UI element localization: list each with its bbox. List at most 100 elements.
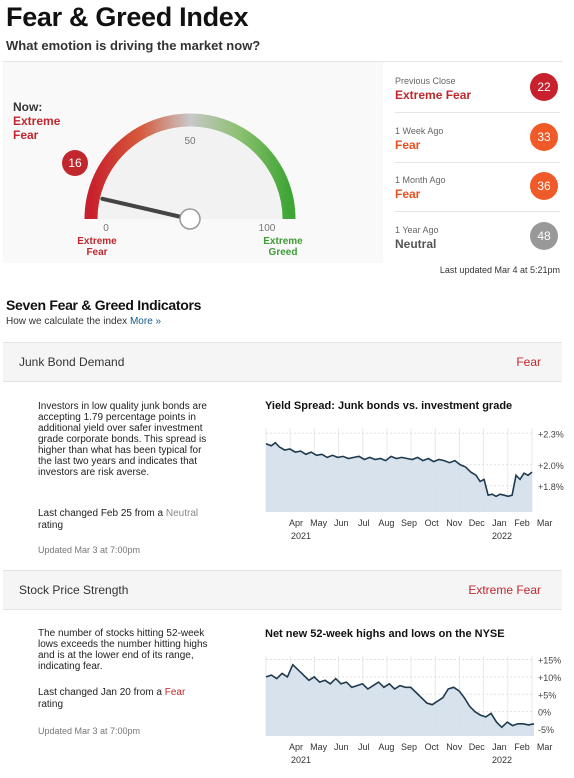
- gauge-value-label: 16: [68, 156, 82, 170]
- chart-x-tick-label: Jul: [358, 518, 370, 528]
- chart-series-line: [265, 663, 535, 729]
- chart-x-year-label: 2021: [291, 755, 311, 765]
- chart-x-tick-label: Dec: [469, 742, 486, 752]
- chart-x-tick-label: Dec: [469, 518, 486, 528]
- indicator-description: Investors in low quality junk bonds are …: [38, 401, 207, 478]
- gauge-end-label-fear: Extreme Fear: [77, 236, 117, 258]
- page-subtitle: What emotion is driving the market now?: [6, 38, 261, 53]
- changed-prefix: Last changed Jan 20 from a: [38, 687, 165, 698]
- history-score-badge: 22: [530, 73, 558, 101]
- indicator-last-changed: Last changed Feb 25 from a Neutral ratin…: [38, 508, 213, 532]
- chart-x-tick-label: Mar: [537, 742, 553, 752]
- indicator-header-junk-bond[interactable]: Junk Bond Demand Fear: [3, 342, 562, 382]
- gauge-area: Now: Extreme Fear 0 50 100 Extreme Fear E…: [3, 62, 383, 263]
- history-label: Previous Close: [395, 76, 456, 86]
- chart-y-tick-label: +10%: [538, 673, 561, 683]
- chart-x-tick-label: May: [310, 742, 328, 752]
- gauge-value-badge: [62, 150, 88, 176]
- changed-suffix: rating: [38, 520, 64, 531]
- chart-x-tick-label: Jul: [358, 742, 370, 752]
- history-label: 1 Month Ago: [395, 175, 446, 185]
- gauge-needle: [100, 196, 192, 221]
- history-score-badge: 48: [530, 222, 558, 250]
- page-title: Fear & Greed Index: [6, 2, 249, 32]
- chart-x-tick-label: Jan: [492, 518, 507, 528]
- chart-area-fill: [266, 664, 534, 736]
- changed-rating: Neutral: [165, 508, 199, 519]
- methodology-line: How we calculate the index More »: [6, 316, 161, 327]
- chart-x-tick-label: Sep: [401, 742, 417, 752]
- now-label: Now:: [13, 100, 43, 114]
- chart-series-line: [265, 441, 533, 498]
- chart-x-tick-label: Jan: [492, 742, 507, 752]
- chart-x-tick-label: Apr: [289, 518, 303, 528]
- chart-x-tick-label: May: [310, 518, 328, 528]
- chart-x-tick-label: Aug: [378, 742, 394, 752]
- chart-x-tick-label: Mar: [537, 518, 553, 528]
- indicator-last-changed: Last changed Jan 20 from a Fear rating: [38, 687, 213, 711]
- methodology-text: How we calculate the index: [6, 316, 130, 327]
- changed-prefix: Last changed Feb 25 from a: [38, 508, 166, 519]
- chart-x-tick-label: Jun: [334, 518, 349, 528]
- chart-x-tick-label: Nov: [446, 518, 463, 528]
- chart-x-tick-label: Sep: [401, 518, 417, 528]
- chart-x-tick-label: Aug: [378, 518, 394, 528]
- chart-title: Yield Spread: Junk bonds vs. investment …: [265, 400, 513, 412]
- chart-x-tick-label: Jun: [334, 742, 349, 752]
- indicator-rating: Extreme Fear: [468, 583, 541, 597]
- now-value: Extreme Fear: [13, 114, 61, 142]
- more-link[interactable]: More »: [129, 316, 162, 327]
- new-highs-lows-chart: +15% +10% +5% 0% -5% Apr May Jun Jul Aug Sep Oct Nov…: [265, 655, 561, 765]
- indicator-name: Junk Bond Demand: [19, 355, 125, 369]
- history-rating: Fear: [395, 187, 421, 201]
- gauge-end-label-greed: Extreme Greed: [263, 236, 303, 258]
- indicator-rating: Fear: [516, 355, 541, 369]
- chart-x-year-label: 2022: [492, 531, 512, 541]
- last-updated: Last updated Mar 4 at 5:21pm: [439, 265, 560, 275]
- gauge-tick-0: 0: [103, 223, 109, 234]
- history-rating: Fear: [395, 138, 421, 152]
- chart-y-tick-label: +15%: [538, 655, 561, 665]
- chart-area-fill: [266, 442, 532, 512]
- gauge-tick-50: 50: [184, 136, 196, 147]
- chart-x-tick-label: Feb: [514, 742, 530, 752]
- indicator-header-stock-price-strength[interactable]: Stock Price Strength Extreme Fear: [3, 570, 562, 610]
- history-1-week-ago: 1 Week Ago Fear 33: [395, 114, 560, 163]
- changed-suffix: rating: [38, 699, 64, 710]
- chart-title: Net new 52-week highs and lows on the NY…: [265, 628, 505, 640]
- indicator-updated: Updated Mar 3 at 7:00pm: [38, 545, 141, 555]
- changed-rating: Fear: [164, 687, 186, 698]
- gauge-needle-hub: [179, 208, 201, 230]
- history-label: 1 Year Ago: [395, 225, 439, 235]
- chart-y-tick-label: -5%: [538, 725, 554, 735]
- history-score-badge: 36: [530, 172, 558, 200]
- gauge-arc: [84, 113, 296, 220]
- chart-x-year-label: 2021: [291, 531, 311, 541]
- chart-x-tick-label: Oct: [425, 742, 440, 752]
- chart-x-tick-label: Nov: [446, 742, 463, 752]
- history-previous-close: Previous Close Extreme Fear 22: [395, 64, 560, 113]
- chart-y-tick-label: +2.0%: [538, 461, 564, 471]
- history-label: 1 Week Ago: [395, 126, 444, 136]
- history-rating: Neutral: [395, 237, 437, 251]
- history-score-badge: 33: [530, 123, 558, 151]
- history-1-month-ago: 1 Month Ago Fear 36: [395, 163, 560, 212]
- gauge-tick-100: 100: [259, 223, 276, 234]
- index-panel: Now: Extreme Fear 0 50 100 Extreme Fear E…: [3, 61, 563, 263]
- history-rating: Extreme Fear: [395, 88, 472, 102]
- gauge-dial: 0 50 100 Extreme Fear Extreme Greed 16: [62, 113, 303, 258]
- chart-x-tick-label: Apr: [289, 742, 303, 752]
- chart-y-tick-label: 0%: [538, 708, 551, 718]
- junk-bond-chart: +2.3% +2.0% +1.8% Apr May Jun Jul Aug Sep Oct Nov D…: [265, 428, 564, 541]
- indicator-description: The number of stocks hitting 52-week low…: [38, 628, 208, 672]
- chart-x-tick-label: Feb: [514, 518, 530, 528]
- gauge-inner-face: [98, 127, 282, 219]
- chart-y-tick-label: +5%: [538, 690, 556, 700]
- history-1-year-ago: 1 Year Ago Neutral 48: [395, 213, 560, 261]
- chart-y-tick-label: +1.8%: [538, 482, 564, 492]
- chart-x-tick-label: Oct: [425, 518, 440, 528]
- indicator-name: Stock Price Strength: [19, 583, 129, 597]
- indicator-updated: Updated Mar 3 at 7:00pm: [38, 726, 141, 736]
- history-panel: Previous Close Extreme Fear 22 1 Week Ag…: [383, 62, 563, 263]
- chart-x-year-label: 2022: [492, 755, 512, 765]
